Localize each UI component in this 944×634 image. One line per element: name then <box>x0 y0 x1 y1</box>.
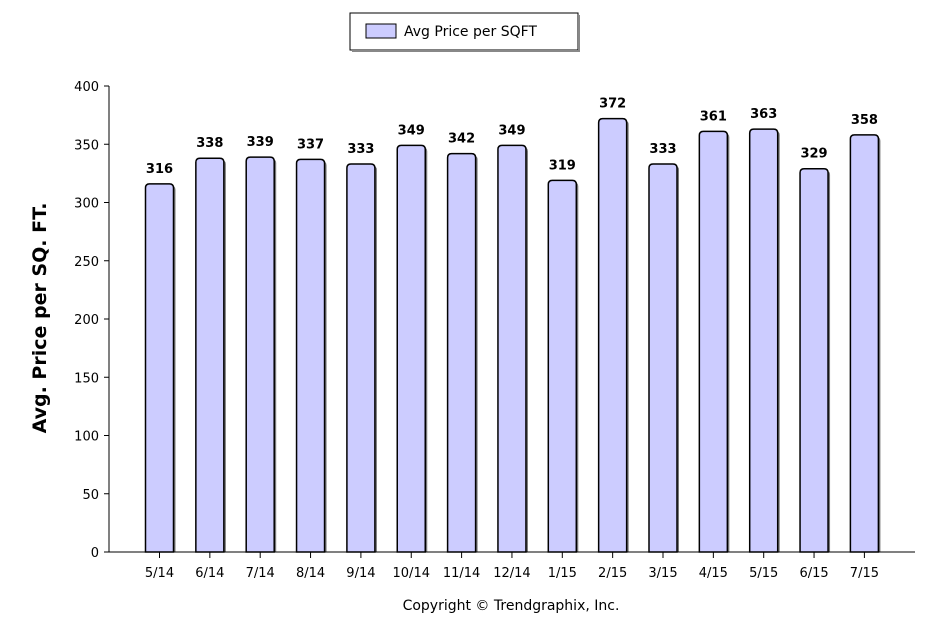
data-label: 363 <box>750 107 777 122</box>
x-tick-label: 2/15 <box>598 566 627 581</box>
data-label: 329 <box>800 147 827 162</box>
data-label: 349 <box>398 123 425 138</box>
bar <box>295 158 326 553</box>
y-tick-label: 400 <box>74 80 99 95</box>
bar <box>497 144 527 553</box>
x-tick-label: 5/14 <box>145 566 174 581</box>
data-label: 358 <box>851 113 878 128</box>
x-tick-label: 1/15 <box>548 566 577 581</box>
y-axis-ticks: 0 50 100 150 200 250 300 350 400 <box>74 80 109 561</box>
data-label: 342 <box>448 132 475 147</box>
y-tick-label: 50 <box>82 488 99 503</box>
bar <box>648 163 678 553</box>
y-tick-label: 0 <box>91 546 99 561</box>
data-label: 333 <box>347 142 374 157</box>
data-label: 316 <box>146 162 173 177</box>
x-tick-label: 10/14 <box>393 566 430 581</box>
x-tick-label: 3/15 <box>648 566 677 581</box>
x-axis-ticks: 5/14 6/14 7/14 8/14 9/14 10/14 11/14 12/14 1/15 2… <box>145 552 879 581</box>
bar <box>144 183 175 553</box>
x-tick-label: 12/14 <box>493 566 530 581</box>
y-axis-label: Avg. Price per SQ. FT. <box>29 203 51 434</box>
data-label: 339 <box>247 135 274 150</box>
bars: 316 338 339 337 333 349 342 349 319 372 333 361 363 3… <box>144 97 881 553</box>
bar <box>195 157 225 553</box>
legend-box-shadow-right <box>578 15 580 52</box>
x-tick-label: 11/14 <box>443 566 480 581</box>
x-tick-label: 4/15 <box>699 566 728 581</box>
y-tick-label: 150 <box>74 371 99 386</box>
bar <box>547 179 578 553</box>
legend: Avg Price per SQFT <box>349 12 580 52</box>
bar <box>346 163 376 553</box>
y-tick-label: 200 <box>74 313 99 328</box>
bar <box>799 167 829 553</box>
x-tick-label: 6/14 <box>195 566 224 581</box>
y-tick-label: 250 <box>74 255 99 270</box>
bar <box>446 152 477 553</box>
bar <box>849 134 880 553</box>
data-label: 333 <box>649 142 676 157</box>
x-tick-label: 5/15 <box>749 566 778 581</box>
bar <box>597 117 628 553</box>
bar <box>396 144 426 553</box>
x-tick-label: 8/14 <box>296 566 325 581</box>
legend-swatch <box>365 23 397 39</box>
y-tick-label: 100 <box>74 430 99 445</box>
y-tick-label: 300 <box>74 197 99 212</box>
x-tick-label: 7/15 <box>850 566 879 581</box>
data-label: 338 <box>196 136 223 151</box>
legend-box-shadow-bottom <box>352 50 580 52</box>
data-label: 349 <box>498 123 525 138</box>
copyright-text: Copyright © Trendgraphix, Inc. <box>403 598 620 614</box>
data-label: 337 <box>297 137 324 152</box>
data-label: 372 <box>599 97 626 112</box>
legend-entry: Avg Price per SQFT <box>404 24 537 40</box>
x-tick-label: 6/15 <box>799 566 828 581</box>
bar <box>748 128 779 553</box>
bar <box>698 130 729 553</box>
bar <box>245 156 275 553</box>
y-tick-label: 350 <box>74 138 99 153</box>
data-label: 361 <box>700 109 727 124</box>
x-tick-label: 7/14 <box>246 566 275 581</box>
x-tick-label: 9/14 <box>346 566 375 581</box>
data-label: 319 <box>549 158 576 173</box>
